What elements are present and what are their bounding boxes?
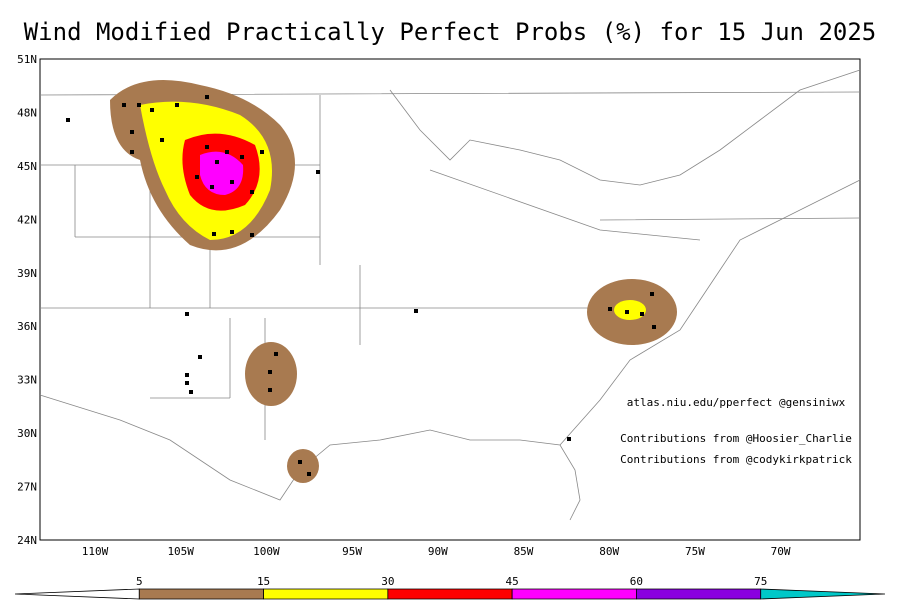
lon-label: 110W: [82, 545, 109, 558]
colorbar-segment: [511, 588, 637, 600]
axis-labels: 51N 48N 45N 42N 39N 36N 33N 30N 27N 24N 110W 105W 10…: [17, 53, 791, 558]
colorbar-label: 75: [754, 575, 767, 588]
lon-label: 75W: [685, 545, 705, 558]
lat-label: 51N: [17, 53, 37, 66]
lat-label: 30N: [17, 427, 37, 440]
lat-label: 27N: [17, 481, 37, 494]
contour-5: [287, 449, 319, 483]
lon-label: 105W: [167, 545, 194, 558]
lat-label: 48N: [17, 106, 37, 119]
credit: atlas.niu.edu/pperfect @gensiniwx: [627, 396, 846, 409]
lon-label: 70W: [771, 545, 791, 558]
colorbar-label: 60: [630, 575, 643, 588]
lat-label: 42N: [17, 213, 37, 226]
colorbar-segment: [14, 588, 140, 600]
probability-contours: [110, 80, 677, 483]
lon-label: 95W: [342, 545, 362, 558]
coastline: [39, 179, 861, 521]
reports: [66, 95, 656, 476]
basemap: [39, 69, 861, 521]
colorbar-segment: [636, 588, 762, 600]
colorbar-segment: [263, 588, 389, 600]
colorbar-label: 5: [136, 575, 143, 588]
lon-label: 100W: [253, 545, 280, 558]
lon-label: 80W: [599, 545, 619, 558]
lat-label: 45N: [17, 160, 37, 173]
lon-label: 90W: [428, 545, 448, 558]
lat-label: 39N: [17, 267, 37, 280]
title: Wind Modified Practically Perfect Probs …: [24, 18, 877, 46]
colorbar: 5 15 30 45 60 75: [14, 575, 886, 600]
colorbar-label: 30: [381, 575, 394, 588]
credit: Contributions from @Hoosier_Charlie: [620, 432, 852, 445]
colorbar-segment: [760, 588, 886, 600]
colorbar-label: 15: [257, 575, 270, 588]
contour-45: [200, 151, 244, 195]
lat-label: 36N: [17, 320, 37, 333]
colorbar-segment: [387, 588, 513, 600]
credit: Contributions from @codykirkpatrick: [620, 453, 852, 466]
lat-label: 24N: [17, 534, 37, 547]
colorbar-label: 45: [506, 575, 519, 588]
lon-label: 85W: [514, 545, 534, 558]
colorbar-segment: [138, 588, 264, 600]
contour-15: [614, 300, 646, 320]
lat-label: 33N: [17, 374, 37, 387]
great-lakes-border: [389, 69, 861, 186]
